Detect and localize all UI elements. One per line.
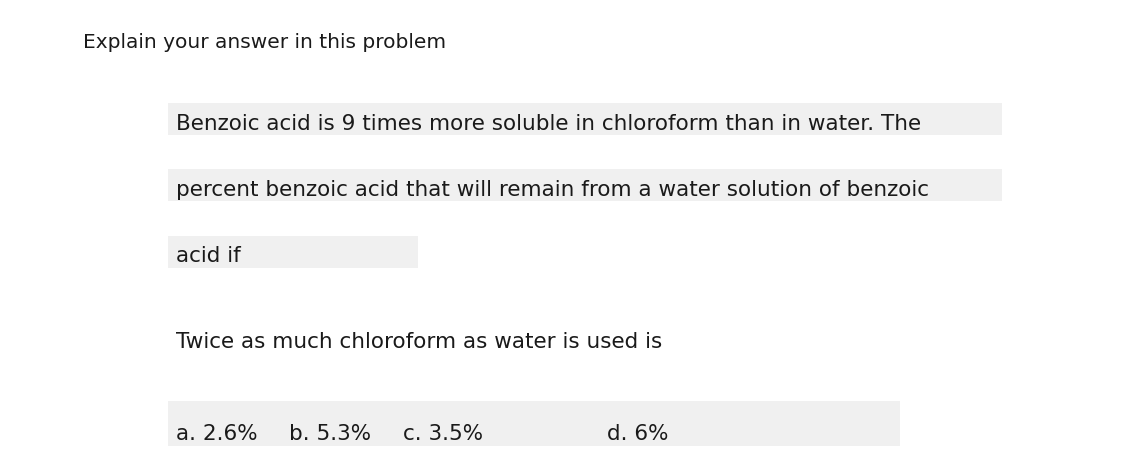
Text: b. 5.3%: b. 5.3%	[289, 424, 371, 444]
Text: percent benzoic acid that will remain from a water solution of benzoic: percent benzoic acid that will remain fr…	[176, 180, 928, 200]
Bar	[168, 401, 900, 446]
Text: d. 6%: d. 6%	[607, 424, 669, 444]
Text: a. 2.6%: a. 2.6%	[176, 424, 258, 444]
Bar	[168, 103, 1002, 135]
Text: acid if: acid if	[176, 246, 241, 266]
Text: Benzoic acid is 9 times more soluble in chloroform than in water. The: Benzoic acid is 9 times more soluble in …	[176, 114, 920, 134]
Text: c. 3.5%: c. 3.5%	[403, 424, 484, 444]
Text: Twice as much chloroform as water is used is: Twice as much chloroform as water is use…	[176, 332, 662, 352]
Bar	[168, 236, 418, 268]
Bar	[168, 169, 1002, 201]
Text: Explain your answer in this problem: Explain your answer in this problem	[83, 33, 446, 52]
